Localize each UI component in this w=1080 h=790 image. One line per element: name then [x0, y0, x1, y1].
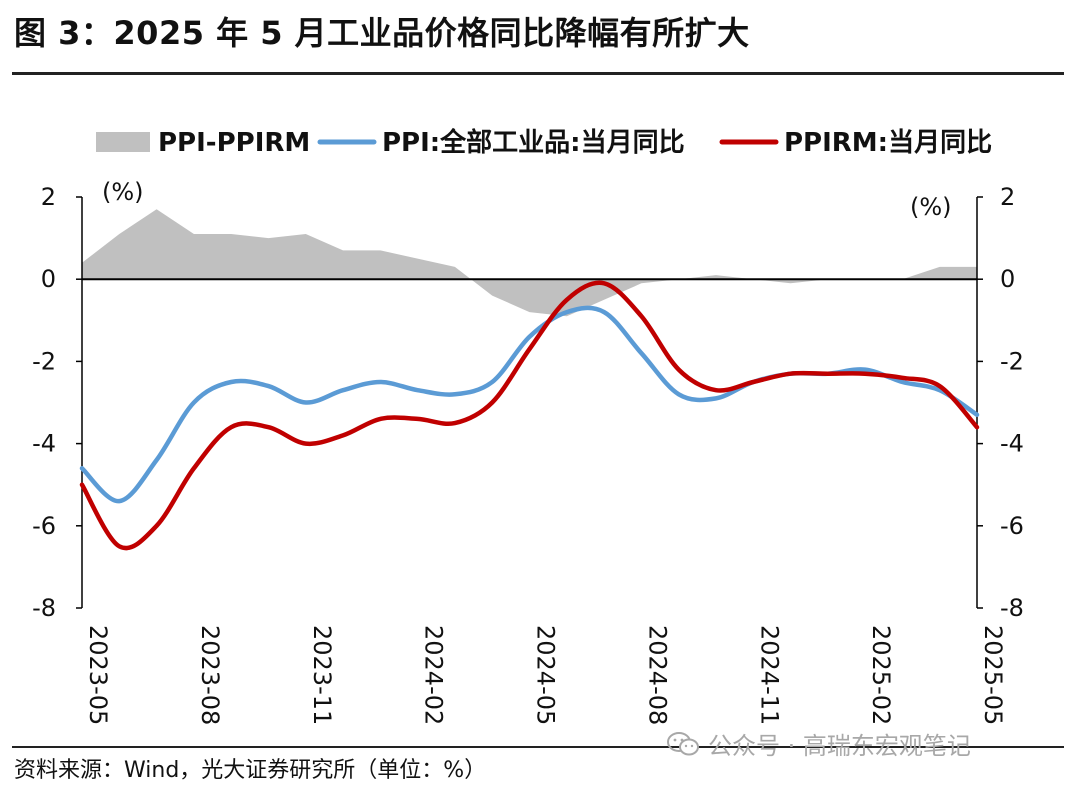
- plot-area: 2 2 0 0 -2 -2 -4 -4 -6 -6 -8 -8 2023-05 2023-08 2023-1…: [32, 183, 1024, 725]
- y-tick-label-right: 0: [1000, 265, 1015, 293]
- line-series-ppirm: [79, 280, 980, 551]
- x-tick-label: 2025-05: [979, 625, 1007, 725]
- x-tick-label: 2023-11: [308, 625, 336, 725]
- legend-label-ppi: PPI:全部工业品:当月同比: [382, 127, 685, 158]
- y-tick-label-left: 2: [41, 183, 56, 211]
- legend-swatch-ppi-ppirm: [96, 132, 150, 152]
- y-tick-label-right: -8: [1000, 594, 1024, 622]
- legend: PPI-PPIRM PPI:全部工业品:当月同比 PPIRM:当月同比: [96, 127, 992, 158]
- y-tick-label-left: -2: [32, 347, 56, 375]
- watermark: 公众号 · 高瑞东宏观笔记: [666, 726, 971, 761]
- legend-label-ppi-ppirm: PPI-PPIRM: [158, 128, 310, 158]
- y-tick-label-left: -6: [32, 512, 56, 540]
- y-tick-label-right: 2: [1000, 183, 1015, 211]
- y-tick-label-right: -4: [1000, 430, 1024, 458]
- x-tick-label: 2023-08: [196, 625, 224, 725]
- x-tick-label: 2023-05: [84, 625, 112, 725]
- x-tick-label: 2025-02: [867, 625, 895, 725]
- y-tick-label-right: -6: [1000, 512, 1024, 540]
- wechat-icon: [667, 731, 699, 755]
- y-tick-label-left: 0: [41, 265, 56, 293]
- line-series-ppi: [79, 305, 980, 504]
- watermark-text: 公众号 · 高瑞东宏观笔记: [708, 732, 971, 760]
- title-divider: [12, 72, 1064, 75]
- area-series-ppi-ppirm: [82, 209, 977, 317]
- y-tick-label-left: -4: [32, 430, 56, 458]
- x-tick-label: 2024-02: [420, 625, 448, 725]
- legend-label-ppirm: PPIRM:当月同比: [784, 128, 992, 158]
- x-tick-label: 2024-08: [643, 625, 671, 725]
- y-unit-left: (%): [102, 178, 144, 206]
- figure-title: 图 3：2025 年 5 月工业品价格同比降幅有所扩大: [14, 14, 750, 52]
- y-unit-right: (%): [910, 193, 952, 221]
- x-tick-label: 2024-05: [532, 625, 560, 725]
- y-tick-label-right: -2: [1000, 347, 1024, 375]
- x-tick-label: 2024-11: [755, 625, 783, 725]
- y-tick-label-left: -8: [32, 594, 56, 622]
- source-note: 资料来源：Wind，光大证券研究所（单位：%）: [14, 758, 487, 783]
- source-divider: [12, 746, 1064, 748]
